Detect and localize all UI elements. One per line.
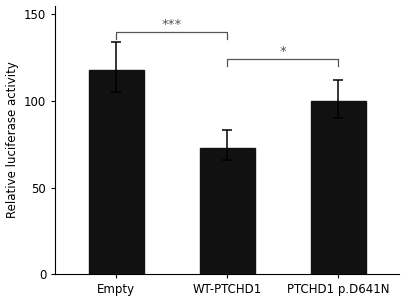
Bar (89, 70, 144, 275)
Y-axis label: Relative luciferase activity: Relative luciferase activity (6, 62, 19, 218)
Bar (200, 148, 255, 275)
Text: ***: *** (162, 18, 182, 31)
Bar (311, 101, 366, 275)
Text: *: * (279, 46, 286, 59)
